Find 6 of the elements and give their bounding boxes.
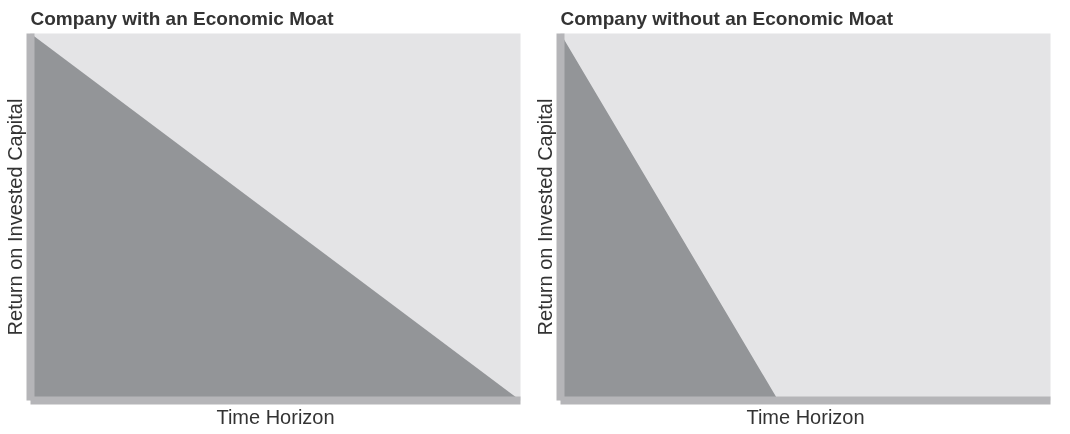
x-axis-title: Time Horizon <box>746 405 865 428</box>
y-axis-title: Return on Invested Capital <box>533 98 556 336</box>
chart-title: Company without an Economic Moat <box>560 7 894 29</box>
chart-title: Company with an Economic Moat <box>30 7 335 29</box>
y-axis-title: Return on Invested Capital <box>3 98 26 336</box>
x-axis-title: Time Horizon <box>216 405 335 428</box>
